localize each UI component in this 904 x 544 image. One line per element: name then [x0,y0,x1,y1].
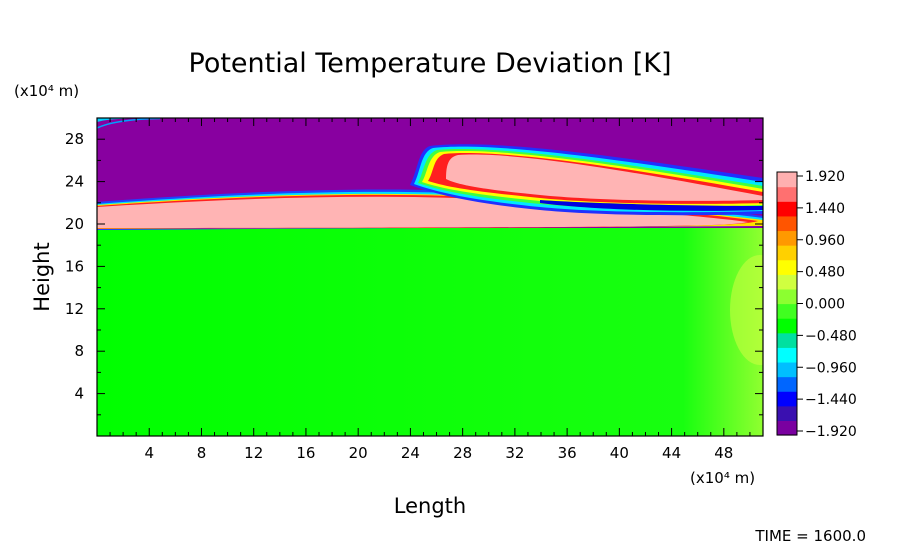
colorbar-tick-label: −0.480 [805,328,857,344]
y-axis-label: Height [30,242,54,311]
x-tick-label: 40 [610,444,629,462]
colorbar-tick-label: 1.440 [805,201,845,217]
x-tick-label: 12 [244,444,263,462]
colorbar-swatch [777,361,797,378]
band-blue-streak [540,200,763,211]
colorbar-swatch [777,230,797,246]
colorbar-tick-label: 0.480 [805,265,845,281]
x-tick-label: 36 [558,444,577,462]
colorbar-swatch [777,201,797,217]
x-tick-label: 44 [662,444,681,462]
y-tick-label: 16 [65,257,84,275]
y-tick-label: 20 [65,215,84,233]
x-unit-label: (x10⁴ m) [690,469,755,487]
colorbar-swatch [777,274,797,290]
band-upper-pink [446,154,763,201]
colorbar-tick-label: 1.920 [805,169,845,185]
colorbar-swatch [777,259,797,275]
colorbar-swatch [777,186,797,202]
band-lower-pink [97,196,748,228]
colorbar-swatch [777,405,797,421]
x-tick-label: 16 [296,444,315,462]
colorbar-swatch [777,318,797,334]
y-unit-label: (x10⁴ m) [14,82,79,100]
colorbar-tick-label: 0.000 [805,297,845,313]
colorbar-swatch [777,391,797,407]
chart-title: Potential Temperature Deviation [K] [189,48,672,79]
edge-top-line [97,118,161,129]
colorbar-swatch [777,347,797,363]
plot-area [97,118,763,436]
x-tick-label: 24 [401,444,420,462]
edge-top-left [97,118,170,122]
colorbar-tick-label: −0.960 [805,360,857,376]
x-tick-label: 48 [714,444,733,462]
x-tick-label: 4 [144,444,154,462]
colorbar-swatch [777,420,797,436]
colorbar-swatch [777,303,797,319]
colorbar-tick-label: 0.960 [805,233,845,249]
colorbar-frame [776,171,798,436]
colorbar-swatch [777,245,797,261]
x-tick-label: 8 [197,444,207,462]
y-tick-label: 24 [65,173,84,191]
x-tick-label: 20 [349,444,368,462]
colorbar: 1.920 1.440 0.960 0.480 0.000 −0.480 −0.960 −1.… [777,169,857,440]
colorbar-tick-label: −1.920 [805,424,857,440]
y-tick-label: 12 [65,300,84,318]
x-axis-label: Length [394,494,466,518]
plot-frame [96,117,764,437]
y-tick-label: 28 [65,130,84,148]
colorbar-swatch [777,332,797,348]
y-tick-label: 8 [74,342,84,360]
x-tick-label: 28 [453,444,472,462]
time-annotation: TIME = 1600.0 [754,527,866,544]
y-tick-label: 4 [74,385,84,403]
field-lower-yellow-patch [730,255,763,365]
colorbar-swatch [777,215,797,232]
colorbar-swatch [777,172,797,188]
colorbar-swatch [777,376,797,392]
colorbar-tick-label: −1.440 [805,392,857,408]
colorbar-swatch [777,288,797,305]
field-lower-layer [97,228,763,436]
x-tick-label: 32 [505,444,524,462]
